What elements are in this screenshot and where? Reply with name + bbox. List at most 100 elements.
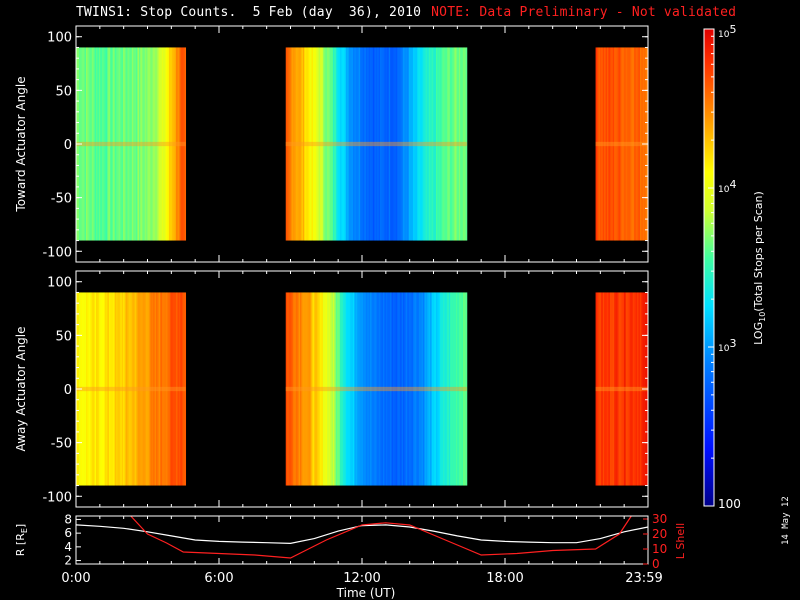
toward-heatmap-column [301,47,304,241]
toward-heatmap-column [608,47,611,241]
away-zero-angle-band [595,386,648,392]
away-heatmap-column [340,292,342,486]
away-heatmap-column [180,292,183,486]
away-heatmap-column [602,292,605,486]
away-heatmap-column [372,292,375,486]
away-ytick-label: -50 [51,437,72,452]
away-heatmap-column [108,292,111,486]
away-heatmap-column [126,292,128,486]
away-heatmap-column [160,292,163,486]
away-heatmap-column [410,292,412,486]
toward-heatmap-column [86,47,88,241]
toward-heatmap-column [595,47,598,241]
toward-heatmap-column [140,47,143,241]
toward-heatmap-column [401,47,404,241]
away-heatmap-column [443,292,445,486]
toward-heatmap-column [443,47,445,241]
away-heatmap-column [614,292,616,486]
toward-heatmap-column [151,47,154,241]
away-heatmap-column [146,292,148,486]
toward-zero-angle-band [76,141,186,147]
away-heatmap-column [400,292,402,486]
toward-heatmap-column [98,47,101,241]
away-heatmap-column [136,292,138,486]
away-heatmap-column [361,292,364,486]
toward-heatmap-column [423,47,425,241]
toward-heatmap-column [181,47,184,241]
away-heatmap-column [327,292,330,486]
away-heatmap-column [330,292,332,486]
away-heatmap-column [87,292,90,486]
away-heatmap-column [88,292,91,486]
away-heatmap-column [130,292,133,486]
toward-heatmap-column [134,47,137,241]
toward-heatmap-column [639,47,642,241]
away-heatmap-column [324,292,327,486]
toward-heatmap-column [637,47,639,241]
away-heatmap-column [608,292,611,486]
away-heatmap-column [434,292,437,486]
radius-ytick-label: 4 [64,540,72,554]
away-heatmap-column [335,292,338,486]
toward-heatmap-column [101,47,104,241]
toward-heatmap-cells [76,47,649,241]
toward-heatmap-column [438,47,441,241]
toward-heatmap-column [310,47,312,241]
away-heatmap-column [424,292,427,486]
toward-heatmap-column [457,47,460,241]
away-heatmap-column [178,292,181,486]
ylabel-radius-main: R [R [14,533,27,556]
radius-ytick-label: 2 [64,554,72,568]
away-heatmap-column [111,292,114,486]
away-heatmap-column [625,292,628,486]
toward-heatmap-column [127,47,130,241]
toward-heatmap-column [332,47,335,241]
away-heatmap-column [158,292,161,486]
colorbar-tick-label: 103 [718,337,736,354]
away-heatmap-column [107,292,110,486]
toward-heatmap-column [126,47,128,241]
away-heatmap-column [315,292,318,486]
away-heatmap-column [176,292,178,486]
away-heatmap-column [127,292,130,486]
toward-heatmap-column [341,47,344,241]
away-heatmap-column [344,292,347,486]
toward-heatmap-column [602,47,605,241]
away-heatmap-column [141,292,144,486]
toward-heatmap-column [430,47,432,241]
toward-heatmap-column [311,47,314,241]
toward-heatmap-column [108,47,111,241]
away-heatmap-column [184,292,187,486]
away-heatmap-column [414,292,417,486]
toward-heatmap-column [433,47,435,241]
toward-heatmap-column [365,47,368,241]
toward-data-block [285,47,468,241]
away-heatmap-column [370,292,372,486]
toward-heatmap-column [285,47,288,241]
away-heatmap-column [457,292,460,486]
toward-ytick-label: 50 [55,84,72,99]
away-heatmap-column [328,292,331,486]
toward-heatmap-column [628,47,631,241]
toward-heatmap-column [153,47,156,241]
toward-heatmap-column [634,47,637,241]
away-heatmap-column [460,292,463,486]
away-heatmap-column [116,292,118,486]
toward-heatmap-column [88,47,91,241]
away-zero-angle-band [76,386,186,392]
toward-heatmap-column [387,47,390,241]
toward-heatmap-column [444,47,447,241]
toward-heatmap-column [598,47,601,241]
colorbar-label-end: (Total Stops per Scan) [752,191,765,312]
away-heatmap-column [94,292,97,486]
ylabel-radius-sub: E [20,528,29,533]
away-heatmap-column [307,292,310,486]
away-heatmap-column [337,292,340,486]
away-heatmap-column [308,292,311,486]
away-heatmap-column [390,292,392,486]
away-heatmap-column [173,292,176,486]
toward-heatmap-column [116,47,118,241]
toward-heatmap-column [121,47,124,241]
away-heatmap-column [374,292,377,486]
toward-heatmap-column [435,47,438,241]
